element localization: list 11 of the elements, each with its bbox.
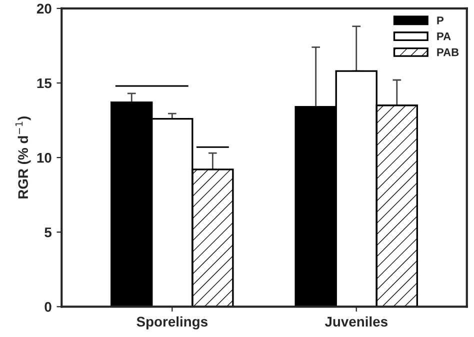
x-tick-label: Juveniles — [324, 316, 388, 327]
legend-label: PAB — [437, 48, 459, 56]
x-tick-label: Sporelings — [136, 316, 208, 330]
y-tick-label: 20 — [36, 4, 52, 14]
y-tick-label: 10 — [37, 152, 52, 163]
y-tick-label: 15 — [37, 78, 52, 88]
y-tick-label: 5 — [44, 228, 52, 238]
y-axis-title: RGR (% d$^{−1}$) — [15, 116, 31, 198]
y-tick-label: 0 — [44, 302, 52, 312]
legend-label: P — [437, 16, 444, 24]
legend-label: PA — [437, 32, 451, 40]
